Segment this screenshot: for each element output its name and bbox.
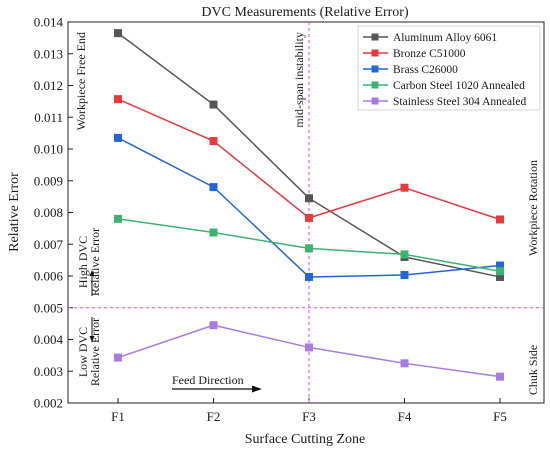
workpiece-rotation-label: Workpiece Rotation (526, 160, 540, 256)
feed-direction-arrow (172, 385, 262, 393)
chuk-side-label: Chuk Side (526, 345, 540, 395)
workpiece-free-end-label: Workpiece Free End (74, 32, 88, 130)
legend-label: Aluminum Alloy 6061 (393, 32, 497, 44)
legend-label: Brass C26000 (393, 64, 458, 76)
data-point (209, 228, 218, 237)
data-point (400, 359, 409, 368)
y-tick-label: 0.010 (34, 142, 63, 157)
series-2 (114, 133, 504, 281)
y-tick-label: 0.014 (34, 15, 64, 30)
legend-label: Carbon Steel 1020 Annealed (393, 80, 525, 92)
data-point (209, 183, 218, 192)
data-point (496, 215, 504, 224)
data-point (114, 29, 122, 38)
high-dvc-label-line2: Relative Error (88, 228, 102, 296)
legend-marker (371, 33, 379, 41)
legend-marker (371, 49, 379, 57)
x-tick-label: F5 (493, 409, 507, 424)
data-point (209, 321, 218, 330)
mid-span-instability-label: mid-span instability (292, 32, 306, 128)
data-point (209, 137, 218, 146)
y-tick-label: 0.007 (34, 237, 64, 252)
series-4 (114, 321, 504, 381)
data-point (496, 267, 504, 276)
legend-marker (371, 65, 379, 73)
data-point (496, 272, 504, 281)
data-point (209, 100, 218, 109)
legend-label: Bronze C51000 (393, 48, 466, 60)
data-point (114, 214, 122, 223)
feed-direction-label: Feed Direction (172, 373, 244, 387)
data-point (305, 272, 313, 281)
x-tick-label: F1 (111, 409, 125, 424)
legend: Aluminum Alloy 6061 Bronze C51000 Brass C2… (357, 25, 541, 111)
x-tick-label: F2 (207, 409, 221, 424)
y-tick-label: 0.013 (34, 46, 63, 61)
y-tick-label: 0.008 (34, 205, 63, 220)
y-tick-label: 0.003 (34, 364, 63, 379)
legend-marker (371, 81, 379, 89)
data-point (114, 353, 122, 362)
x-axis-label: Surface Cutting Zone (245, 432, 366, 447)
high-error-arrow (89, 270, 95, 296)
y-tick-label: 0.012 (34, 78, 63, 93)
legend-box (357, 25, 541, 111)
chart-title: DVC Measurements (Relative Error) (201, 5, 409, 20)
low-error-arrow (89, 317, 95, 342)
y-tick-label: 0.005 (34, 300, 63, 315)
data-point (305, 213, 313, 222)
data-point (114, 133, 122, 142)
plot-area: 0.002 0.003 0.004 0.005 0.006 0.007 0.008 0.009… (34, 15, 545, 424)
data-point (305, 343, 313, 352)
y-tick-label: 0.002 (34, 396, 63, 411)
x-tick-label: F3 (302, 409, 316, 424)
low-dvc-label-line2: Relative Error (88, 318, 102, 386)
data-point (400, 271, 409, 280)
y-tick-label: 0.009 (34, 173, 63, 188)
data-point (305, 194, 313, 203)
legend-marker (371, 97, 379, 105)
data-point (400, 183, 409, 192)
y-tick-label: 0.004 (34, 332, 64, 347)
y-axis: 0.002 0.003 0.004 0.005 0.006 0.007 0.008 0.009… (34, 15, 73, 411)
y-tick-label: 0.006 (34, 269, 64, 284)
low-dvc-label-line1: Low DVC (76, 327, 90, 377)
y-axis-label: Relative Error (7, 172, 22, 252)
series-1 (114, 95, 504, 224)
data-point (400, 250, 409, 259)
legend-label: Stainless Steel 304 Annealed (393, 96, 526, 108)
data-point (114, 95, 122, 104)
x-axis: F1 F2 F3 F4 F5 (111, 398, 507, 424)
data-point (496, 261, 504, 270)
high-dvc-label-line1: High DVC (76, 236, 90, 288)
series-3 (114, 214, 504, 276)
series-layer (114, 29, 504, 381)
data-point (305, 244, 313, 253)
x-tick-label: F4 (398, 409, 412, 424)
data-point (496, 372, 504, 381)
y-tick-label: 0.011 (34, 110, 63, 125)
